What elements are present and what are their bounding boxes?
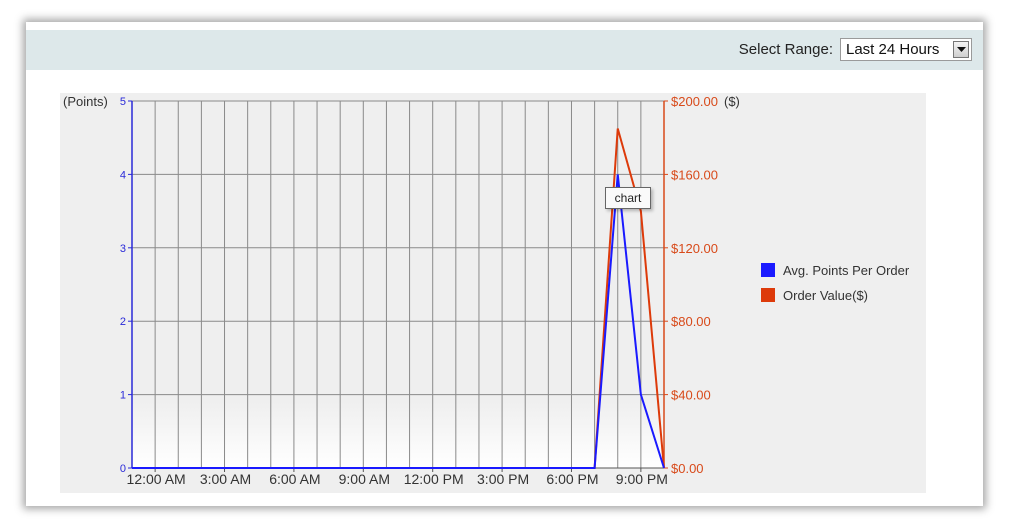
grid-horizontal: [132, 100, 664, 396]
range-toolbar: Select Range: Last 24 Hours: [26, 30, 983, 70]
right-tick-label: $200.00: [671, 94, 718, 109]
right-tick-label: $0.00: [671, 461, 704, 476]
left-tick-label: 0: [120, 463, 126, 475]
left-tick-label: 3: [120, 243, 126, 255]
legend: Avg. Points Per Order Order Value($): [761, 263, 910, 303]
left-axis-title: (Points): [63, 94, 108, 109]
series-layer: [132, 128, 665, 469]
right-tick-label: $120.00: [671, 241, 718, 256]
x-tick-label: 6:00 PM: [546, 471, 598, 487]
grid-vertical: [154, 101, 642, 468]
x-tick-label: 6:00 AM: [269, 471, 320, 487]
x-tick-label: 12:00 PM: [404, 471, 464, 487]
range-select-value: Last 24 Hours: [846, 41, 940, 58]
left-tick-label: 4: [120, 169, 126, 181]
plot-area: [132, 101, 664, 468]
x-axis-ticks: 12:00 AM 3:00 AM 6:00 AM 9:00 AM 12:00 PM 3:0…: [127, 468, 668, 487]
right-axis-title: ($): [724, 94, 740, 109]
legend-label-order-value: Order Value($): [783, 288, 868, 303]
right-tick-label: $160.00: [671, 167, 718, 182]
series-line-avg-points: [132, 174, 665, 469]
legend-swatch-avg-points: [761, 263, 775, 277]
chevron-down-icon: [957, 47, 966, 52]
left-axis-ticks: 0 1 2 3 4 5: [120, 96, 132, 475]
x-tick-label: 9:00 AM: [339, 471, 390, 487]
legend-label-avg-points: Avg. Points Per Order: [783, 263, 910, 278]
x-tick-label: 3:00 PM: [477, 471, 529, 487]
left-tick-label: 1: [120, 390, 126, 402]
range-dropdown-button[interactable]: [953, 41, 969, 58]
left-tick-label: 5: [120, 96, 126, 108]
right-tick-label: $80.00: [671, 314, 711, 329]
range-label: Select Range:: [738, 41, 833, 58]
right-tick-label: $40.00: [671, 388, 711, 403]
chart-tooltip: chart: [605, 187, 651, 209]
x-tick-label: 3:00 AM: [200, 471, 251, 487]
x-tick-label: 9:00 PM: [616, 471, 668, 487]
left-tick-label: 2: [120, 316, 126, 328]
range-select[interactable]: Last 24 Hours: [840, 38, 972, 61]
legend-swatch-order-value: [761, 288, 775, 302]
right-axis-ticks: $0.00 $40.00 $80.00 $120.00 $160.00 $200.00: [664, 94, 718, 476]
x-tick-label: 12:00 AM: [127, 471, 186, 487]
